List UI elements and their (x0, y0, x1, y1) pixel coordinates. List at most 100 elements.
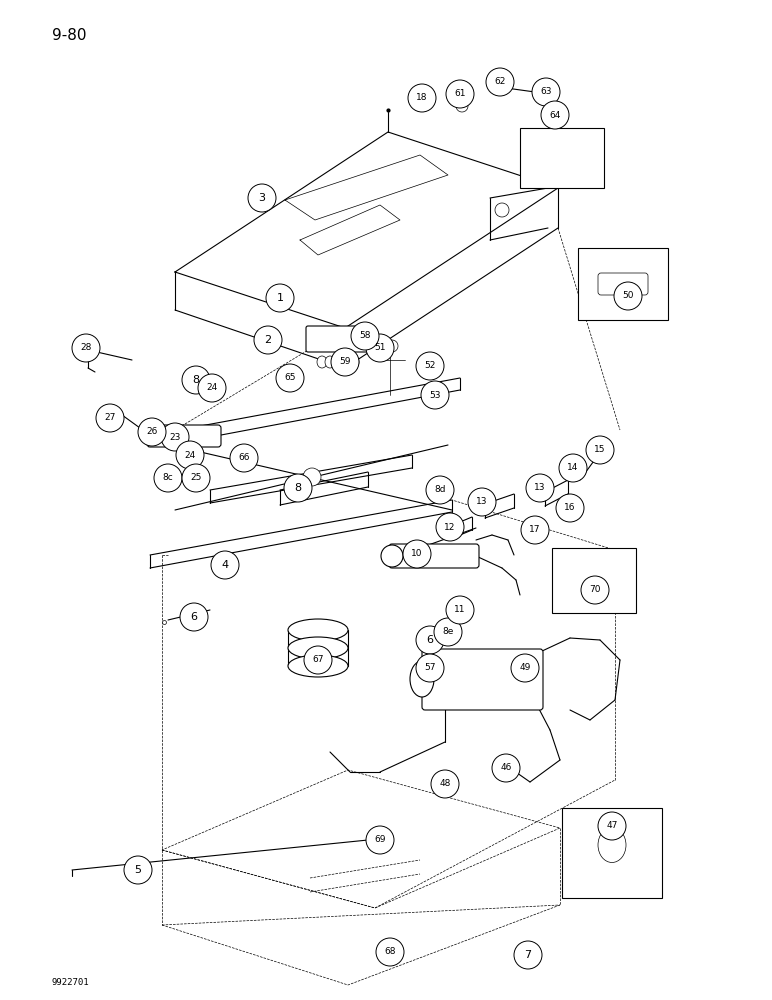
Ellipse shape (598, 828, 626, 862)
Circle shape (182, 366, 210, 394)
Circle shape (598, 812, 626, 840)
Text: 15: 15 (594, 446, 606, 454)
Ellipse shape (381, 545, 403, 567)
Circle shape (403, 540, 431, 568)
Circle shape (96, 404, 124, 432)
Circle shape (495, 203, 509, 217)
Circle shape (446, 596, 474, 624)
Circle shape (446, 80, 474, 108)
Text: 68: 68 (384, 948, 396, 956)
Bar (578, 248, 668, 320)
Circle shape (541, 101, 569, 129)
FancyBboxPatch shape (598, 273, 648, 295)
Text: 24: 24 (206, 383, 218, 392)
Circle shape (139, 423, 157, 441)
Text: 58: 58 (359, 332, 371, 340)
Text: 11: 11 (454, 605, 466, 614)
FancyBboxPatch shape (306, 326, 375, 352)
Point (157, 614, 170, 630)
Text: 49: 49 (520, 664, 530, 672)
Circle shape (182, 464, 210, 492)
Text: 46: 46 (500, 764, 512, 772)
Text: 53: 53 (429, 390, 441, 399)
Text: 5: 5 (134, 865, 141, 875)
Text: 51: 51 (374, 344, 386, 353)
Circle shape (138, 418, 166, 446)
Text: 17: 17 (530, 526, 540, 534)
FancyBboxPatch shape (422, 649, 543, 710)
Circle shape (436, 513, 464, 541)
Text: 57: 57 (425, 664, 435, 672)
Circle shape (528, 523, 542, 537)
Circle shape (586, 436, 614, 464)
Text: 2: 2 (265, 335, 272, 345)
Text: 61: 61 (454, 90, 466, 99)
Circle shape (614, 282, 642, 310)
Circle shape (202, 380, 218, 396)
Text: 9922701: 9922701 (52, 978, 90, 987)
Circle shape (176, 441, 204, 469)
Text: 8e: 8e (442, 628, 454, 637)
Circle shape (426, 476, 454, 504)
Bar (562, 808, 662, 898)
Circle shape (421, 381, 449, 409)
Text: 25: 25 (191, 474, 201, 483)
Circle shape (556, 494, 584, 522)
Text: 62: 62 (494, 78, 506, 87)
Text: 8c: 8c (163, 474, 174, 483)
Circle shape (254, 326, 282, 354)
Circle shape (181, 448, 195, 462)
Circle shape (366, 334, 394, 362)
Text: 50: 50 (622, 292, 634, 300)
Bar (520, 128, 604, 188)
Text: 48: 48 (439, 780, 451, 788)
Ellipse shape (317, 356, 327, 368)
Text: 66: 66 (239, 454, 250, 462)
Text: 8: 8 (294, 483, 302, 493)
Text: 28: 28 (80, 344, 92, 353)
Circle shape (533, 89, 543, 99)
Circle shape (526, 474, 554, 502)
Circle shape (559, 454, 587, 482)
Text: 47: 47 (606, 822, 618, 830)
Circle shape (72, 334, 100, 362)
Text: 64: 64 (550, 110, 560, 119)
Text: 16: 16 (564, 504, 576, 512)
Circle shape (565, 460, 581, 476)
Circle shape (492, 754, 520, 782)
Circle shape (230, 444, 258, 472)
Ellipse shape (325, 356, 335, 368)
Circle shape (511, 654, 539, 682)
Ellipse shape (288, 637, 348, 659)
Circle shape (366, 826, 394, 854)
Ellipse shape (288, 655, 348, 677)
Circle shape (188, 471, 202, 485)
Text: 6: 6 (426, 635, 434, 645)
Circle shape (416, 352, 444, 380)
Circle shape (101, 409, 119, 427)
Text: 52: 52 (425, 361, 435, 370)
Text: 14: 14 (567, 464, 579, 473)
Circle shape (495, 81, 505, 91)
Text: 69: 69 (374, 836, 386, 844)
Text: 12: 12 (445, 522, 455, 532)
Circle shape (468, 488, 496, 516)
Text: 24: 24 (185, 450, 195, 460)
Circle shape (486, 68, 514, 96)
Bar (552, 548, 636, 613)
Ellipse shape (349, 356, 359, 368)
Circle shape (386, 340, 398, 352)
Text: 4: 4 (222, 560, 229, 570)
Circle shape (532, 78, 560, 106)
Circle shape (456, 100, 468, 112)
Circle shape (431, 770, 459, 798)
Text: 8d: 8d (434, 486, 445, 494)
Ellipse shape (333, 356, 343, 368)
Circle shape (416, 626, 444, 654)
Text: 13: 13 (476, 497, 488, 506)
Circle shape (303, 468, 321, 486)
Text: 70: 70 (589, 585, 601, 594)
Circle shape (514, 941, 542, 969)
Text: 23: 23 (169, 432, 181, 442)
FancyBboxPatch shape (389, 544, 479, 568)
